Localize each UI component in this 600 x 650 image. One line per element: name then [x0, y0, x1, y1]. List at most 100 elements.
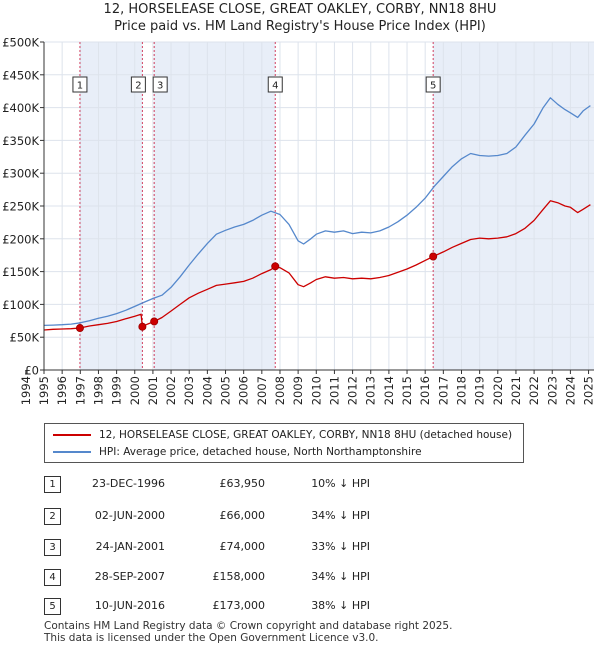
y-tick-label: £400K — [2, 101, 39, 115]
chart-title-line2: Price paid vs. HM Land Registry's House … — [114, 19, 486, 34]
sale-point — [271, 262, 280, 271]
sale-price: £66,000 — [219, 509, 266, 522]
legend-swatch-hpi — [53, 451, 91, 453]
x-tick-label: 2005 — [219, 376, 233, 405]
y-tick-label: £250K — [2, 200, 39, 214]
x-tick-label: 2000 — [128, 376, 142, 405]
sale-hpi-diff: 38% ↓ HPI — [311, 599, 370, 612]
price-chart: 1 2 3 4 5 £0 £50K £100K £150K £200K £250K £300K £35… — [2, 36, 595, 406]
series — [43, 97, 591, 333]
x-tick-label: 1994 — [19, 376, 33, 405]
y-tick-label: £0 — [24, 364, 39, 378]
x-tick-label: 2023 — [545, 376, 559, 405]
legend-label-hpi: HPI: Average price, detached house, Nort… — [99, 446, 422, 458]
x-tick-label: 2018 — [454, 376, 468, 405]
grid — [43, 41, 594, 371]
y-tick-label: £450K — [2, 68, 39, 82]
sale-price: £173,000 — [212, 599, 266, 612]
y-tick-label: £50K — [10, 331, 40, 345]
sale-date: 23-DEC-1996 — [91, 477, 165, 490]
sale-point — [75, 324, 84, 333]
legend-item-hpi: HPI: Average price, detached house, Nort… — [53, 444, 422, 460]
y-tick-label: £200K — [2, 232, 39, 246]
x-tick-label: 2002 — [164, 376, 178, 405]
y-tick-label: £500K — [2, 36, 39, 50]
sale-price: £158,000 — [212, 570, 266, 583]
table-row: 1 23-DEC-1996 £63,950 10% ↓ HPI — [0, 476, 600, 496]
sale-number: 1 — [44, 476, 61, 493]
footer-copyright: Contains HM Land Registry data © Crown c… — [44, 620, 453, 632]
x-tick-label: 2017 — [436, 376, 450, 405]
table-row: 3 24-JAN-2001 £74,000 33% ↓ HPI — [0, 539, 600, 559]
sale-point — [150, 317, 159, 326]
sale-marker-box — [152, 76, 168, 93]
sale-marker-label: 2 — [135, 81, 141, 92]
sale-point — [138, 322, 147, 331]
sale-date: 02-JUN-2000 — [94, 509, 165, 522]
series-line — [43, 200, 591, 331]
x-tick-label: 2021 — [509, 376, 523, 405]
x-tick-label: 1996 — [55, 376, 69, 405]
table-row: 4 28-SEP-2007 £158,000 34% ↓ HPI — [0, 569, 600, 589]
sale-number: 3 — [44, 539, 61, 556]
sale-price: £63,950 — [219, 477, 266, 490]
sale-date: 10-JUN-2016 — [94, 599, 165, 612]
y-tick-label: £300K — [2, 167, 39, 181]
sale-date: 28-SEP-2007 — [94, 570, 165, 583]
sale-marker-box — [267, 76, 283, 93]
x-tick-label: 2007 — [255, 376, 269, 405]
sale-number: 4 — [44, 569, 61, 586]
x-tick-label: 2015 — [400, 376, 414, 405]
x-tick-label: 2009 — [291, 376, 305, 405]
legend-swatch-property — [53, 434, 91, 436]
y-tick-label: £100K — [2, 298, 39, 312]
footer-license: This data is licensed under the Open Gov… — [44, 632, 379, 644]
table-row: 2 02-JUN-2000 £66,000 34% ↓ HPI — [0, 508, 600, 528]
sale-point — [429, 252, 438, 261]
chart-title-line1: 12, HORSELEASE CLOSE, GREAT OAKLEY, CORB… — [103, 2, 497, 17]
x-tick-label: 2014 — [382, 376, 396, 405]
x-tick-label: 1999 — [110, 376, 124, 405]
sale-hpi-diff: 34% ↓ HPI — [311, 570, 370, 583]
series-line — [43, 97, 591, 327]
x-tick-label: 2006 — [237, 376, 251, 405]
sale-date: 24-JAN-2001 — [95, 540, 165, 553]
table-row: 5 10-JUN-2016 £173,000 38% ↓ HPI — [0, 598, 600, 618]
x-tick-label: 2019 — [473, 376, 487, 405]
sale-price: £74,000 — [219, 540, 266, 553]
x-tick-label: 2016 — [418, 376, 432, 405]
x-tick-label: 2022 — [527, 376, 541, 405]
legend: 12, HORSELEASE CLOSE, GREAT OAKLEY, CORB… — [44, 423, 524, 463]
x-tick-label: 2025 — [582, 376, 596, 405]
x-tick-label: 2004 — [200, 376, 214, 405]
x-tick-label: 2020 — [491, 376, 505, 405]
x-tick-label: 1995 — [37, 376, 51, 405]
sale-marker-label: 1 — [77, 81, 83, 92]
legend-label-property: 12, HORSELEASE CLOSE, GREAT OAKLEY, CORB… — [99, 429, 513, 441]
sale-marker-box — [130, 76, 146, 93]
x-tick-label: 2003 — [182, 376, 196, 405]
x-tick-label: 2001 — [146, 376, 160, 405]
sale-number: 2 — [44, 508, 61, 525]
legend-item-property: 12, HORSELEASE CLOSE, GREAT OAKLEY, CORB… — [53, 427, 512, 443]
y-tick-label: £150K — [2, 265, 39, 279]
sale-marker-label: 3 — [157, 81, 163, 92]
x-tick-label: 2008 — [273, 376, 287, 405]
x-tick-label: 2024 — [563, 376, 577, 405]
x-tick-label: 2013 — [364, 376, 378, 405]
sale-number: 5 — [44, 598, 61, 615]
sale-markers: 1 2 3 4 5 — [72, 42, 441, 370]
axes: £0 £50K £100K £150K £200K £250K £300K £350K £400… — [2, 36, 595, 406]
x-tick-label: 2012 — [346, 376, 360, 405]
sale-marker-label: 5 — [430, 81, 436, 92]
x-tick-label: 1997 — [73, 376, 87, 405]
sale-hpi-diff: 34% ↓ HPI — [311, 509, 370, 522]
sale-marker-box — [425, 76, 441, 93]
sale-hpi-diff: 33% ↓ HPI — [311, 540, 370, 553]
y-tick-label: £350K — [2, 134, 39, 148]
sale-marker-label: 4 — [272, 81, 278, 92]
sale-hpi-diff: 10% ↓ HPI — [311, 477, 370, 490]
x-tick-label: 2011 — [327, 376, 341, 405]
sale-marker-box — [72, 76, 88, 93]
x-tick-label: 2010 — [309, 376, 323, 405]
